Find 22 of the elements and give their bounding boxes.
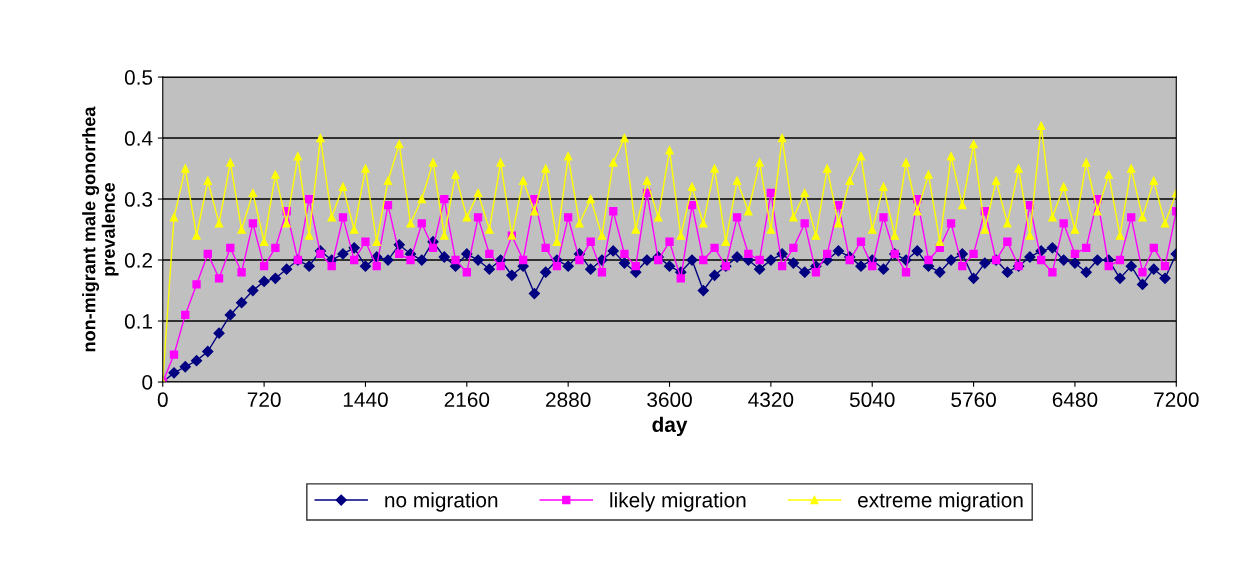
y-tick-label: 0.2: [124, 253, 152, 268]
x-axis-title: day: [652, 416, 688, 437]
y-tick-label: 0.5: [124, 70, 153, 85]
x-tick-label: 2160: [444, 392, 490, 408]
y-tick-label: 0: [142, 375, 153, 390]
x-tick-label: 4320: [748, 392, 794, 408]
x-tick-label: 0: [157, 392, 168, 408]
x-tick-label: 3600: [647, 392, 692, 408]
x-tick-label: 7200: [1154, 392, 1199, 408]
x-tick-label: 2880: [546, 392, 591, 408]
y-tick-label: 0.1: [124, 314, 153, 329]
x-tick-label: 1440: [343, 392, 388, 408]
legend-label: likely migration: [610, 492, 746, 512]
y-axis-title: non-migrant male gonorrhea prevalence: [82, 106, 119, 352]
legend-label: no migration: [385, 492, 498, 512]
legend-label: extreme migration: [858, 492, 1023, 512]
x-tick-label: 5040: [849, 392, 895, 408]
y-tick-label: 0.3: [124, 192, 153, 207]
x-tick-label: 720: [247, 392, 281, 408]
x-tick-label: 5760: [951, 392, 996, 408]
y-tick-label: 0.4: [124, 131, 153, 146]
x-tick-label: 6480: [1052, 392, 1098, 408]
